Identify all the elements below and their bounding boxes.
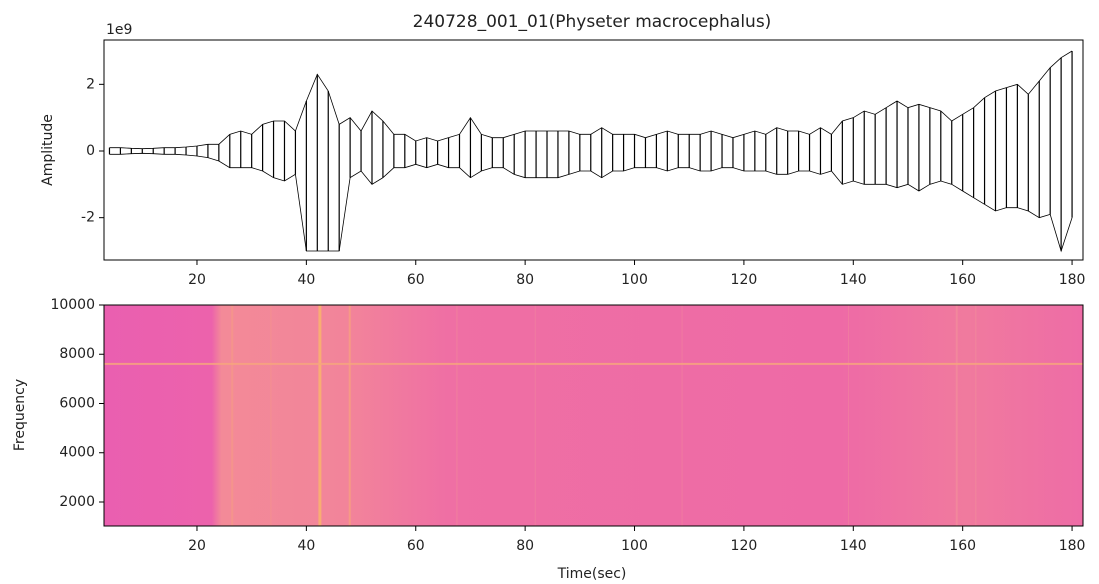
x-tick-label: 80 — [516, 538, 534, 554]
waveform-envelope — [109, 152, 1073, 253]
y-tick-label: 2000 — [59, 494, 95, 510]
spectrogram-streak — [681, 305, 683, 526]
y-tick-label: 0 — [86, 143, 95, 159]
axes-frame — [103, 39, 1084, 261]
x-tick-label: 20 — [188, 538, 206, 554]
y-tick-label: 8000 — [59, 346, 95, 362]
spectrogram-streak — [975, 305, 977, 526]
spectrogram-streak — [318, 305, 322, 526]
x-tick-label: 60 — [407, 272, 425, 288]
spectrogram-streak — [848, 305, 850, 526]
x-tick-label: 140 — [840, 538, 867, 554]
spectrogram-streak — [231, 305, 234, 526]
y-tick-label: 4000 — [59, 445, 95, 461]
waveform-envelope — [109, 50, 1073, 150]
x-tick-label: 60 — [407, 538, 425, 554]
x-tick-label: 100 — [621, 272, 648, 288]
x-tick-label: 40 — [297, 272, 315, 288]
x-tick-label: 180 — [1059, 272, 1086, 288]
spectrogram-streak — [104, 362, 1083, 365]
spectrogram-streak — [456, 305, 458, 526]
spectrogram-streak — [955, 305, 958, 526]
offset-label: 1e9 — [106, 22, 132, 38]
spectrogram-streak — [534, 305, 536, 526]
x-tick-label: 160 — [949, 538, 976, 554]
x-tick-label: 80 — [516, 272, 534, 288]
x-tick-label: 120 — [731, 538, 758, 554]
spectrogram — [104, 305, 1083, 526]
y-tick-label: 10000 — [50, 297, 95, 313]
x-tick-label: 40 — [297, 538, 315, 554]
x-tick-label: 140 — [840, 272, 867, 288]
x-tick-label: 20 — [188, 272, 206, 288]
y-tick-label: 2 — [86, 76, 95, 92]
spectrogram-streak — [348, 305, 351, 526]
x-tick-label: 100 — [621, 538, 648, 554]
spectrogram-streak — [270, 305, 272, 526]
y-axis-label: Frequency — [12, 379, 28, 451]
x-tick-label: 180 — [1059, 538, 1086, 554]
y-axis-label: Amplitude — [40, 114, 56, 186]
chart-title: 240728_001_01(Physeter macrocephalus) — [413, 12, 772, 32]
x-axis-label: Time(sec) — [557, 566, 627, 582]
y-tick-label: -2 — [81, 210, 95, 226]
axes-frame — [103, 304, 1084, 527]
y-tick-label: 6000 — [59, 395, 95, 411]
x-tick-label: 120 — [731, 272, 758, 288]
x-tick-label: 160 — [949, 272, 976, 288]
